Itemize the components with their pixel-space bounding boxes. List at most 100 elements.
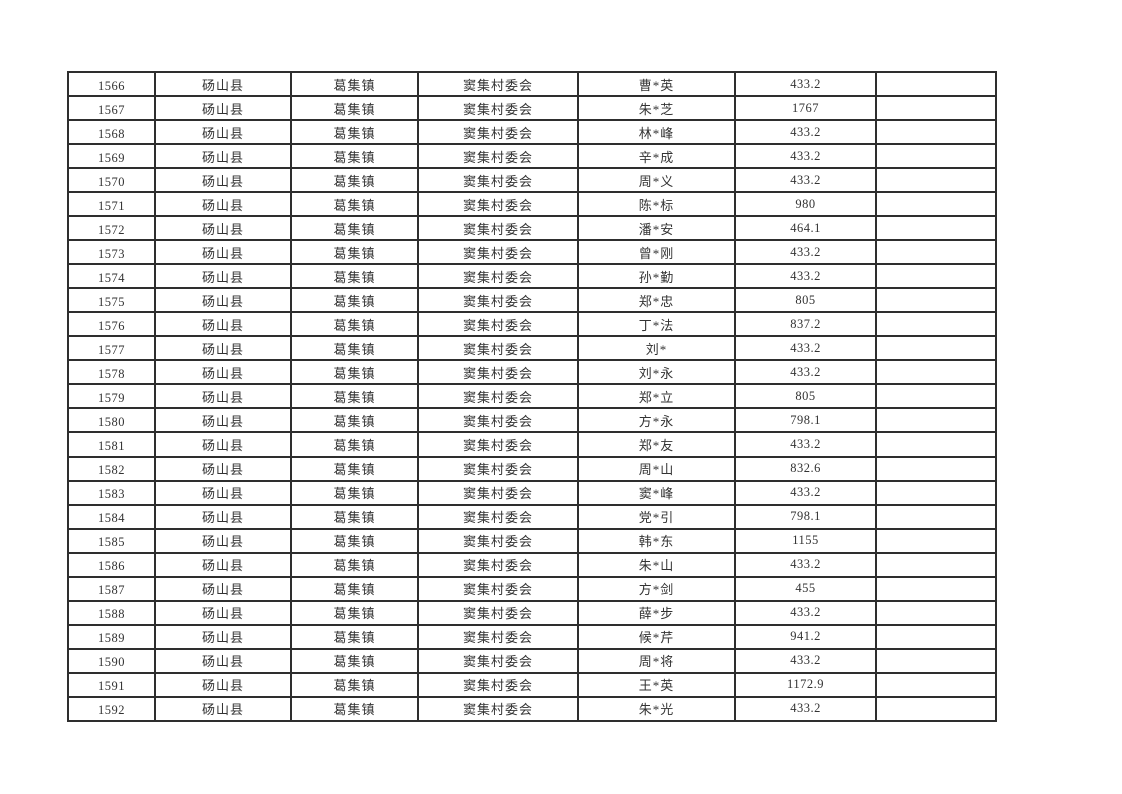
- cell-blank: [875, 407, 997, 434]
- cell-village-committee: 窦集村委会: [417, 167, 579, 194]
- cell-person-name: 周*将: [577, 647, 736, 674]
- cell-serial-number: 1591: [67, 671, 156, 698]
- cell-blank: [875, 263, 997, 290]
- cell-amount: 941.2: [734, 623, 877, 650]
- cell-town: 葛集镇: [290, 119, 419, 146]
- table-row: 1570 砀山县 葛集镇 窦集村委会 周*义 433.2: [67, 167, 997, 194]
- cell-blank: [875, 695, 997, 723]
- cell-town: 葛集镇: [290, 671, 419, 698]
- cell-person-name: 窦*峰: [577, 479, 736, 506]
- table-row: 1571 砀山县 葛集镇 窦集村委会 陈*标 980: [67, 191, 997, 218]
- table-row: 1590 砀山县 葛集镇 窦集村委会 周*将 433.2: [67, 647, 997, 674]
- cell-town: 葛集镇: [290, 191, 419, 218]
- cell-amount: 433.2: [734, 479, 877, 506]
- cell-amount: 1172.9: [734, 671, 877, 698]
- cell-amount: 798.1: [734, 503, 877, 530]
- cell-blank: [875, 287, 997, 314]
- cell-person-name: 周*山: [577, 455, 736, 482]
- cell-amount: 433.2: [734, 263, 877, 290]
- cell-town: 葛集镇: [290, 647, 419, 674]
- cell-county: 砀山县: [154, 599, 292, 626]
- table-row: 1584 砀山县 葛集镇 窦集村委会 党*引 798.1: [67, 503, 997, 530]
- cell-serial-number: 1582: [67, 455, 156, 482]
- cell-person-name: 刘*: [577, 335, 736, 362]
- cell-person-name: 朱*光: [577, 695, 736, 723]
- table-row: 1573 砀山县 葛集镇 窦集村委会 曾*刚 433.2: [67, 239, 997, 266]
- cell-amount: 455: [734, 575, 877, 602]
- cell-town: 葛集镇: [290, 287, 419, 314]
- cell-serial-number: 1590: [67, 647, 156, 674]
- cell-village-committee: 窦集村委会: [417, 70, 579, 98]
- cell-serial-number: 1587: [67, 575, 156, 602]
- cell-county: 砀山县: [154, 335, 292, 362]
- cell-serial-number: 1575: [67, 287, 156, 314]
- table-row: 1586 砀山县 葛集镇 窦集村委会 朱*山 433.2: [67, 551, 997, 578]
- table-row: 1588 砀山县 葛集镇 窦集村委会 薛*步 433.2: [67, 599, 997, 626]
- cell-person-name: 韩*东: [577, 527, 736, 554]
- cell-county: 砀山县: [154, 287, 292, 314]
- cell-serial-number: 1588: [67, 599, 156, 626]
- cell-person-name: 丁*法: [577, 311, 736, 338]
- cell-serial-number: 1592: [67, 695, 156, 723]
- cell-village-committee: 窦集村委会: [417, 503, 579, 530]
- cell-person-name: 薛*步: [577, 599, 736, 626]
- cell-town: 葛集镇: [290, 383, 419, 410]
- cell-village-committee: 窦集村委会: [417, 119, 579, 146]
- cell-person-name: 方*剑: [577, 575, 736, 602]
- cell-village-committee: 窦集村委会: [417, 311, 579, 338]
- cell-blank: [875, 479, 997, 506]
- cell-amount: 433.2: [734, 239, 877, 266]
- cell-county: 砀山县: [154, 455, 292, 482]
- cell-town: 葛集镇: [290, 695, 419, 723]
- cell-village-committee: 窦集村委会: [417, 191, 579, 218]
- cell-town: 葛集镇: [290, 503, 419, 530]
- cell-blank: [875, 575, 997, 602]
- cell-serial-number: 1567: [67, 95, 156, 122]
- cell-village-committee: 窦集村委会: [417, 647, 579, 674]
- cell-village-committee: 窦集村委会: [417, 143, 579, 170]
- cell-county: 砀山县: [154, 191, 292, 218]
- table-row: 1574 砀山县 葛集镇 窦集村委会 孙*勤 433.2: [67, 263, 997, 290]
- cell-person-name: 王*英: [577, 671, 736, 698]
- cell-amount: 832.6: [734, 455, 877, 482]
- cell-village-committee: 窦集村委会: [417, 383, 579, 410]
- cell-village-committee: 窦集村委会: [417, 671, 579, 698]
- cell-county: 砀山县: [154, 143, 292, 170]
- cell-town: 葛集镇: [290, 479, 419, 506]
- cell-village-committee: 窦集村委会: [417, 575, 579, 602]
- cell-person-name: 郑*友: [577, 431, 736, 458]
- cell-person-name: 党*引: [577, 503, 736, 530]
- cell-serial-number: 1580: [67, 407, 156, 434]
- cell-county: 砀山县: [154, 215, 292, 242]
- cell-serial-number: 1589: [67, 623, 156, 650]
- cell-serial-number: 1572: [67, 215, 156, 242]
- table-row: 1578 砀山县 葛集镇 窦集村委会 刘*永 433.2: [67, 359, 997, 386]
- cell-county: 砀山县: [154, 551, 292, 578]
- cell-serial-number: 1574: [67, 263, 156, 290]
- table-row: 1580 砀山县 葛集镇 窦集村委会 方*永 798.1: [67, 407, 997, 434]
- table-row: 1576 砀山县 葛集镇 窦集村委会 丁*法 837.2: [67, 311, 997, 338]
- cell-town: 葛集镇: [290, 623, 419, 650]
- cell-amount: 433.2: [734, 695, 877, 723]
- cell-serial-number: 1577: [67, 335, 156, 362]
- cell-village-committee: 窦集村委会: [417, 695, 579, 723]
- cell-person-name: 潘*安: [577, 215, 736, 242]
- cell-town: 葛集镇: [290, 70, 419, 98]
- cell-county: 砀山县: [154, 359, 292, 386]
- cell-village-committee: 窦集村委会: [417, 239, 579, 266]
- cell-blank: [875, 167, 997, 194]
- table-row: 1585 砀山县 葛集镇 窦集村委会 韩*东 1155: [67, 527, 997, 554]
- cell-village-committee: 窦集村委会: [417, 527, 579, 554]
- cell-village-committee: 窦集村委会: [417, 95, 579, 122]
- cell-town: 葛集镇: [290, 311, 419, 338]
- table-row: 1575 砀山县 葛集镇 窦集村委会 郑*忠 805: [67, 287, 997, 314]
- cell-serial-number: 1584: [67, 503, 156, 530]
- cell-town: 葛集镇: [290, 551, 419, 578]
- cell-village-committee: 窦集村委会: [417, 599, 579, 626]
- cell-blank: [875, 383, 997, 410]
- table-row: 1581 砀山县 葛集镇 窦集村委会 郑*友 433.2: [67, 431, 997, 458]
- cell-county: 砀山县: [154, 527, 292, 554]
- cell-amount: 433.2: [734, 335, 877, 362]
- cell-amount: 433.2: [734, 431, 877, 458]
- table-row: 1589 砀山县 葛集镇 窦集村委会 候*芹 941.2: [67, 623, 997, 650]
